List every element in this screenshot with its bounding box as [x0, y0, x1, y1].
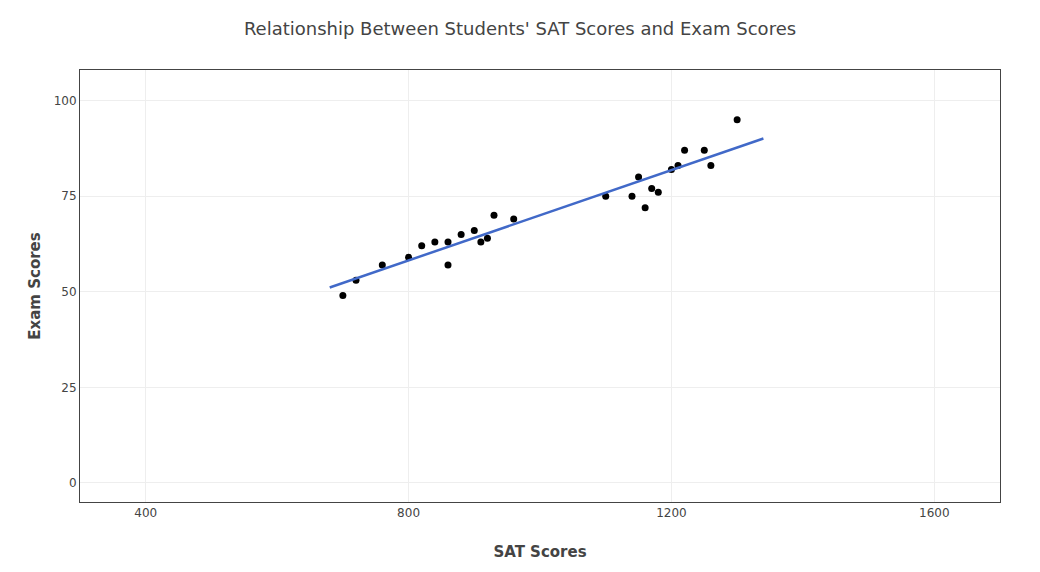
- svg-text:75: 75: [61, 189, 76, 203]
- svg-text:400: 400: [134, 506, 157, 520]
- svg-text:25: 25: [61, 381, 76, 395]
- svg-text:Relationship Between Students': Relationship Between Students' SAT Score…: [244, 18, 796, 39]
- svg-text:0: 0: [69, 476, 77, 490]
- svg-text:SAT Scores: SAT Scores: [493, 543, 586, 561]
- svg-text:100: 100: [54, 94, 77, 108]
- svg-text:1200: 1200: [656, 506, 687, 520]
- svg-text:50: 50: [61, 285, 76, 299]
- svg-text:1600: 1600: [919, 506, 950, 520]
- svg-text:Exam Scores: Exam Scores: [26, 232, 44, 339]
- svg-text:800: 800: [397, 506, 420, 520]
